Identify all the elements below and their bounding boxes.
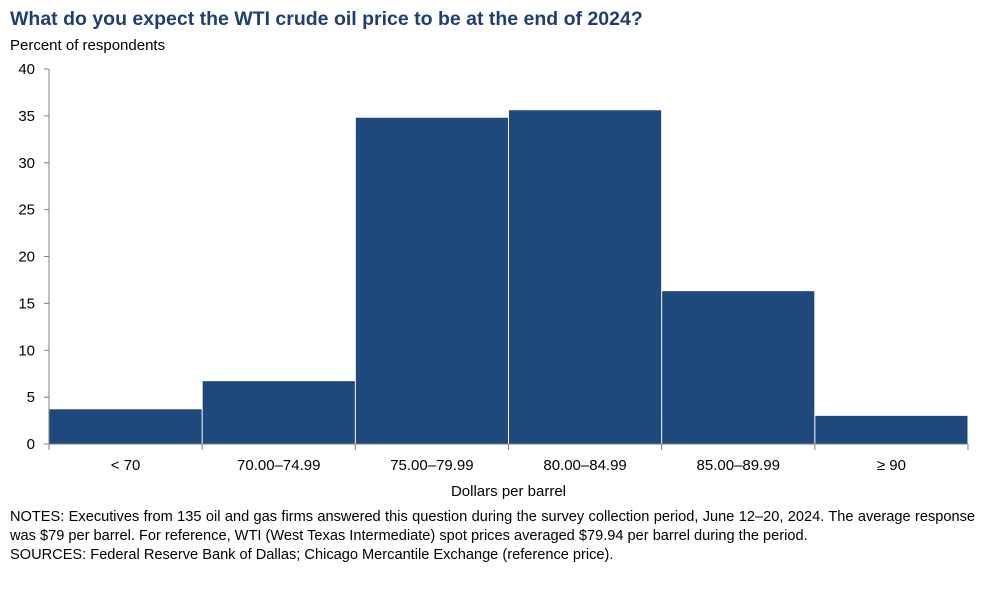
y-tick-label: 15	[18, 295, 35, 312]
chart-title: What do you expect the WTI crude oil pri…	[10, 8, 643, 30]
bar-2	[355, 117, 508, 444]
x-axis-label: Dollars per barrel	[451, 483, 566, 500]
y-ticks-group: 0 5 10 15 20 25 30 35 40	[18, 61, 49, 453]
bar-5	[815, 415, 968, 444]
y-tick-label: 25	[18, 202, 35, 219]
bar-0	[49, 409, 202, 444]
y-axis-label: Percent of respondents	[10, 37, 166, 54]
y-tick-label: 10	[18, 342, 35, 359]
y-tick-label: 40	[18, 61, 35, 78]
x-tick-label: ≥ 90	[877, 457, 906, 474]
sources-text: SOURCES: Federal Reserve Bank of Dallas;…	[10, 547, 614, 563]
bars-group	[49, 110, 968, 444]
notes-block: NOTES: Executives from 135 oil and gas f…	[10, 508, 975, 565]
y-tick-label: 5	[27, 389, 35, 406]
x-tick-label: 80.00–84.99	[543, 457, 626, 474]
bar-1	[202, 381, 355, 444]
y-tick-label: 0	[27, 436, 35, 453]
bar-3	[509, 110, 662, 444]
x-tick-label: 75.00–79.99	[390, 457, 473, 474]
y-tick-label: 30	[18, 155, 35, 172]
y-tick-label: 35	[18, 108, 35, 125]
x-tick-label: 85.00–89.99	[697, 457, 780, 474]
notes-text: NOTES: Executives from 135 oil and gas f…	[10, 509, 975, 544]
axes-group	[48, 69, 968, 445]
x-tick-label: < 70	[111, 457, 141, 474]
bar-4	[662, 291, 815, 444]
bar-chart: 0 5 10 15 20 25 30 35 40 < 70 70.00–74.99 75.00–79…	[18, 61, 969, 500]
y-tick-label: 20	[18, 249, 35, 266]
x-tick-label: 70.00–74.99	[237, 457, 320, 474]
x-ticks-group: < 70 70.00–74.99 75.00–79.99 80.00–84.99 85.…	[48, 444, 969, 474]
